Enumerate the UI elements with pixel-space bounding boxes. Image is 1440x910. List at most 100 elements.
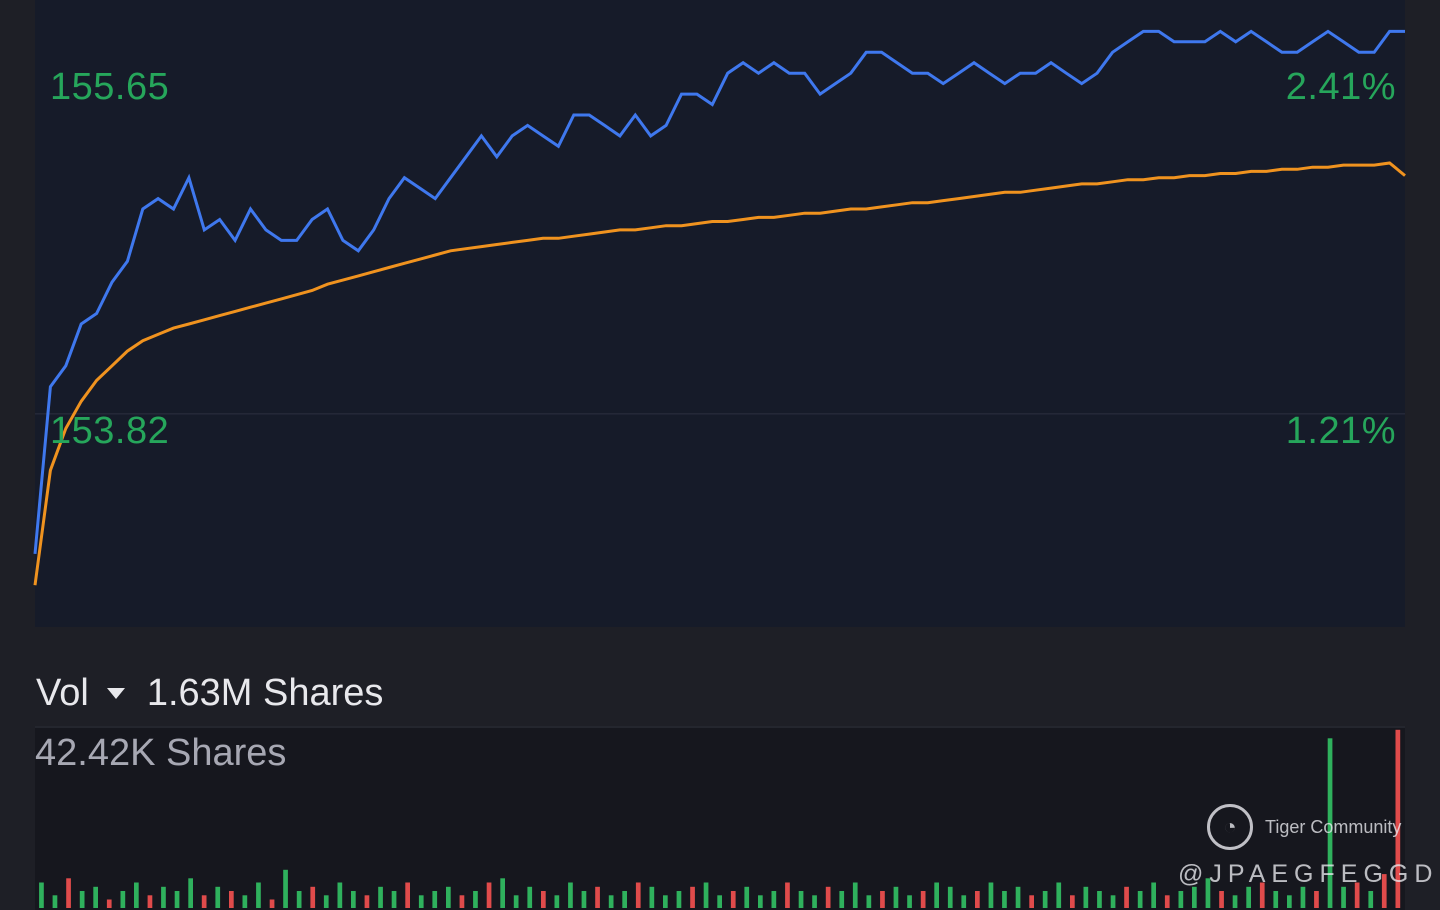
volume-bar xyxy=(323,895,329,908)
volume-total: 1.63M Shares xyxy=(146,671,384,714)
volume-bar xyxy=(798,891,804,908)
volume-bar xyxy=(161,886,166,908)
volume-bar xyxy=(527,886,533,908)
volume-bar xyxy=(541,891,546,908)
volume-bar xyxy=(66,878,71,908)
volume-bar xyxy=(703,882,709,908)
volume-bar xyxy=(106,899,112,908)
volume-bar xyxy=(581,891,587,908)
volume-bar xyxy=(296,891,302,908)
volume-bar xyxy=(500,878,505,908)
volume-bar xyxy=(1246,886,1251,908)
volume-bar xyxy=(1164,895,1170,908)
volume-bar xyxy=(975,891,980,908)
volume-bar xyxy=(880,891,885,908)
volume-bar xyxy=(79,891,85,908)
volume-axis-max: 42.42K Shares xyxy=(35,732,287,774)
volume-bar xyxy=(1029,895,1034,908)
volume-bar xyxy=(1151,882,1156,908)
volume-bar xyxy=(866,895,872,908)
volume-bar xyxy=(744,886,750,908)
volume-bar xyxy=(351,891,356,908)
y-tick-high-price: 155.65 xyxy=(50,66,170,108)
volume-bar xyxy=(1056,882,1062,908)
volume-bar xyxy=(147,895,153,908)
volume-bar xyxy=(812,895,817,908)
volume-bar xyxy=(1137,891,1143,908)
volume-bar xyxy=(215,886,221,908)
volume-chart-background xyxy=(35,728,1405,910)
volume-bar xyxy=(907,895,912,908)
volume-bar xyxy=(1205,878,1211,908)
volume-bar xyxy=(391,891,397,908)
volume-bar xyxy=(1354,882,1360,908)
volume-bar xyxy=(690,886,695,908)
volume-bar xyxy=(1381,874,1387,908)
volume-bar xyxy=(337,882,343,908)
price-line xyxy=(33,29,1405,555)
volume-bar xyxy=(947,886,953,908)
volume-bar xyxy=(608,895,614,908)
volume-bar xyxy=(920,891,926,908)
volume-bar xyxy=(134,882,139,908)
volume-bar xyxy=(663,895,668,908)
volume-bar xyxy=(1259,882,1265,908)
volume-bar xyxy=(446,886,451,908)
volume-bar xyxy=(1124,886,1129,908)
volume-bar xyxy=(364,895,370,908)
volume-bar xyxy=(174,891,180,908)
volume-bar xyxy=(622,891,627,908)
volume-bar xyxy=(635,882,641,908)
volume-bar xyxy=(730,891,736,908)
volume-bar xyxy=(188,878,193,908)
volume-bar xyxy=(893,886,899,908)
volume-bar xyxy=(568,882,573,908)
volume-bar xyxy=(934,882,939,908)
volume-bar xyxy=(961,895,967,908)
volume-bar xyxy=(459,895,465,908)
volume-bar xyxy=(1368,891,1374,908)
volume-bar xyxy=(52,895,58,908)
volume-bar xyxy=(785,882,790,908)
volume-bar xyxy=(1070,895,1075,908)
volume-bar xyxy=(1015,886,1021,908)
volume-bar xyxy=(486,882,492,908)
chevron-down-icon[interactable] xyxy=(106,687,125,699)
y-tick-low-price: 153.82 xyxy=(50,410,170,452)
price-chart-background xyxy=(35,0,1405,627)
y-tick-high-pct: 2.41% xyxy=(1285,66,1396,108)
volume-bar xyxy=(283,869,288,908)
volume-bar xyxy=(1110,895,1116,908)
volume-bar xyxy=(1273,891,1279,908)
volume-bars xyxy=(39,729,1401,908)
volume-bar xyxy=(120,891,126,908)
volume-bar xyxy=(1327,738,1333,908)
volume-bar xyxy=(269,899,275,908)
volume-bar xyxy=(825,886,831,908)
watermark-user: @JPAEGFEGGD xyxy=(1178,860,1439,888)
volume-bar xyxy=(988,882,994,908)
volume-bar xyxy=(473,891,478,908)
volume-header[interactable]: Vol 1.63M Shares xyxy=(36,668,383,718)
volume-bar xyxy=(1232,895,1238,908)
volume-bar xyxy=(852,882,858,908)
watermark: ◔ Tiger Community xyxy=(1207,804,1401,850)
volume-bar xyxy=(1097,891,1102,908)
volume-bar xyxy=(1002,891,1007,908)
watermark-brand: Tiger Community xyxy=(1265,816,1402,837)
volume-bar xyxy=(676,891,682,908)
volume-bar xyxy=(513,895,519,908)
volume-bar xyxy=(1219,891,1224,908)
volume-bar xyxy=(1395,729,1401,908)
volume-bar xyxy=(405,882,410,908)
volume-indicator-label[interactable]: Vol xyxy=(36,671,89,714)
volume-bar xyxy=(378,886,383,908)
volume-bar xyxy=(229,891,234,908)
volume-bar xyxy=(242,895,248,908)
y-tick-low-pct: 1.21% xyxy=(1285,410,1396,452)
volume-bar xyxy=(256,882,261,908)
volume-bar xyxy=(1287,895,1292,908)
volume-bar xyxy=(1192,886,1197,908)
volume-bar xyxy=(1341,886,1346,908)
